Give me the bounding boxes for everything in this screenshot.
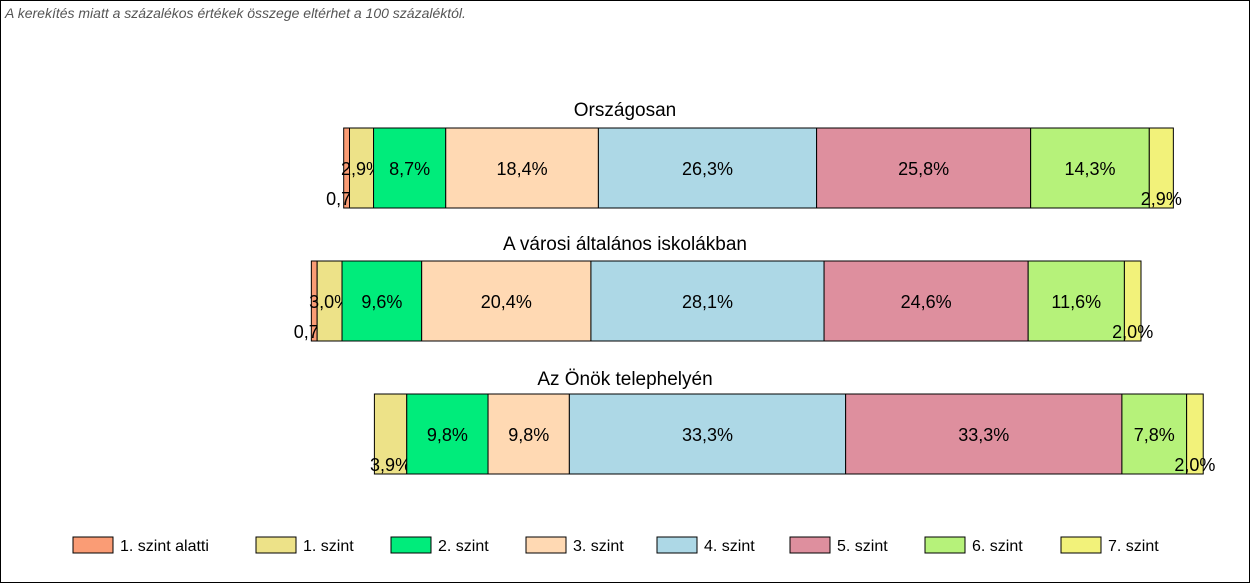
bar-segment [341, 260, 423, 342]
legend-label: 4. szint [704, 538, 755, 555]
bar-segment [590, 260, 825, 342]
bar-segment [373, 393, 408, 475]
bar-segment [1027, 260, 1125, 342]
data-label: 24,6% [901, 292, 952, 312]
bar-segment [568, 393, 847, 475]
bar-segment [823, 260, 1029, 342]
legend-label: 3. szint [573, 538, 624, 555]
group-title-1: A városi általános iskolákban [503, 234, 747, 255]
data-label: 2,9% [1141, 189, 1182, 209]
bar-segment [1123, 260, 1142, 342]
legend-label: 6. szint [972, 538, 1023, 555]
bar-segment [845, 393, 1123, 475]
legend-swatch [525, 536, 567, 554]
bar-segment [316, 260, 343, 342]
legend-swatch [390, 536, 432, 554]
group-title-0: Országosan [574, 100, 676, 121]
group-title-2: Az Önök telephelyén [537, 369, 712, 390]
legend-label: 1. szint alatti [120, 538, 209, 555]
bar-segment [597, 127, 818, 209]
data-label: 28,1% [682, 292, 733, 312]
data-label: 20,4% [481, 292, 532, 312]
legend-swatch [255, 536, 297, 554]
data-label: 9,6% [361, 292, 402, 312]
bar-segment [445, 127, 599, 209]
data-label: 3,0% [309, 292, 350, 312]
data-label: 33,3% [682, 425, 733, 445]
legend-swatch [1060, 536, 1102, 554]
data-label: 11,6% [1051, 292, 1101, 312]
legend-label: 1. szint [303, 538, 354, 555]
data-label: 3,9% [370, 455, 411, 475]
bar-segment [1148, 127, 1174, 209]
data-label: 8,7% [389, 159, 430, 179]
bar-segment [1186, 393, 1204, 475]
bar-segment [1030, 127, 1150, 209]
legend-label: 7. szint [1108, 538, 1159, 555]
bar-segment [406, 393, 489, 475]
data-label: 26,3% [682, 159, 733, 179]
legend-swatch [72, 536, 114, 554]
data-label: 2,9% [341, 159, 382, 179]
data-label: 2,0% [1112, 322, 1153, 342]
legend-swatch [924, 536, 966, 554]
footnote: A kerekítés miatt a százalékos értékek ö… [5, 5, 466, 21]
data-label: 9,8% [427, 425, 468, 445]
bar-segment [816, 127, 1032, 209]
data-label: 18,4% [497, 159, 548, 179]
bar-segment [373, 127, 447, 209]
legend-swatch [789, 536, 831, 554]
legend-label: 2. szint [438, 538, 489, 555]
data-label: 2,0% [1174, 455, 1215, 475]
bar-segment [421, 260, 592, 342]
data-label: 25,8% [898, 159, 949, 179]
data-label: 14,3% [1064, 159, 1115, 179]
data-label: 33,3% [958, 425, 1009, 445]
legend-swatch [656, 536, 698, 554]
data-label: 7,8% [1134, 425, 1175, 445]
data-label: 9,8% [508, 425, 549, 445]
legend-label: 5. szint [837, 538, 888, 555]
